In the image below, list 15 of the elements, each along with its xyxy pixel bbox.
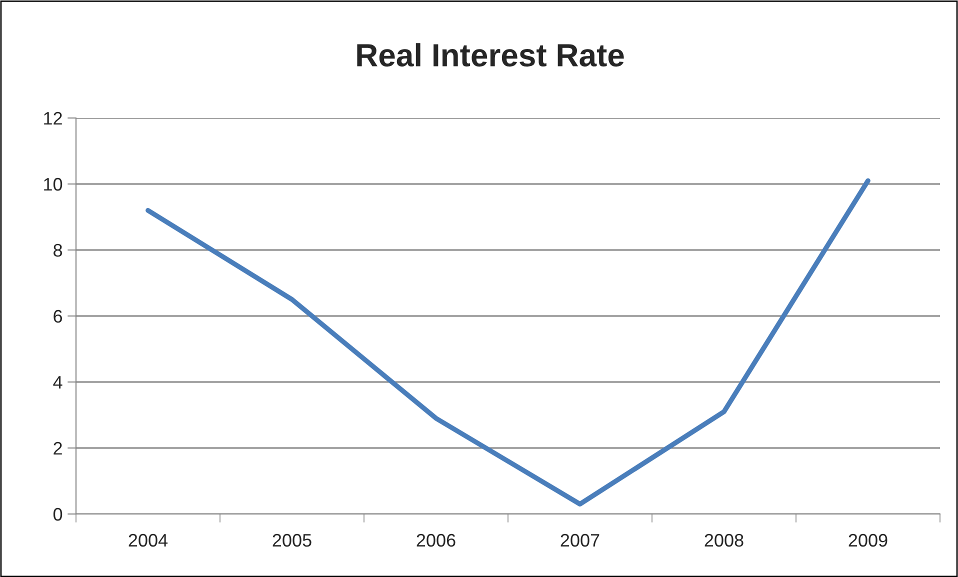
x-tick-label: 2008: [704, 534, 744, 547]
y-tick-label: 10: [44, 178, 62, 191]
x-tick-label: 2009: [848, 534, 888, 547]
x-tick-label: 2005: [272, 534, 312, 547]
x-tick-label: 2006: [416, 534, 456, 547]
y-tick-label: 6: [54, 310, 62, 323]
y-tick-label: 2: [54, 442, 62, 455]
y-tick-label: 8: [54, 244, 62, 257]
y-tick-label: 12: [44, 112, 62, 125]
y-tick-label: 4: [53, 376, 62, 389]
y-tick-label: 0: [53, 508, 62, 521]
x-tick-label: 2004: [128, 534, 168, 547]
chart-title: Real Interest Rate: [357, 43, 624, 67]
x-tick-label: 2007: [560, 534, 600, 547]
line-series: [146, 178, 870, 507]
